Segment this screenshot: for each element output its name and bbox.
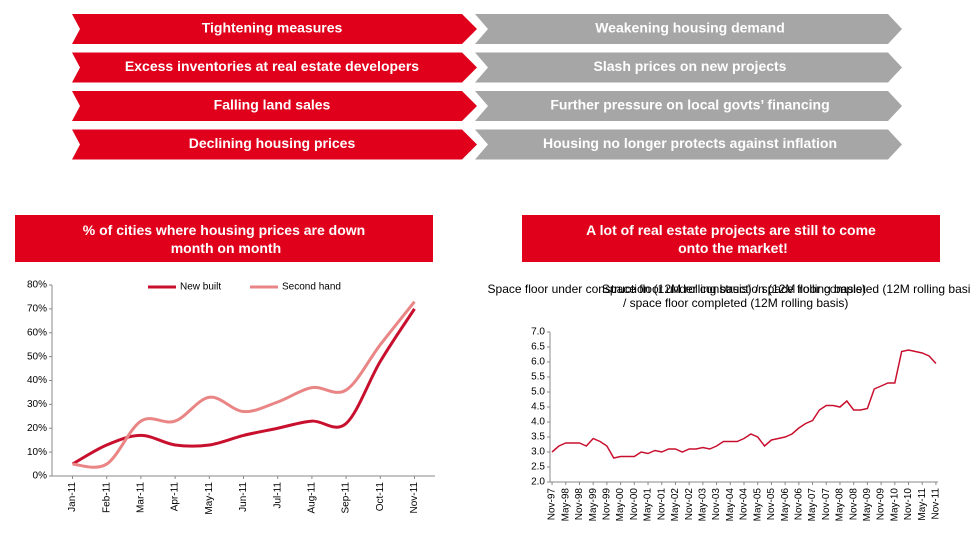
x-tick-label: Nov-02 [684,488,695,521]
y-tick-label: 5.0 [531,387,545,398]
x-tick-label: Jun-11 [238,482,249,512]
flow-label: Declining housing prices [189,135,356,151]
arrow-left [72,91,477,121]
y-tick-label: 4.5 [531,402,545,413]
x-tick-label: Nov-98 [574,488,585,521]
y-tick-label: 70% [27,304,47,315]
y-tick-label: 50% [27,351,47,362]
x-tick-label: May-00 [615,488,626,522]
y-tick-label: 60% [27,327,47,338]
y-tick-label: 3.5 [531,432,545,443]
x-tick-label: Nov-03 [711,488,722,521]
flow-label: Excess inventories at real estate develo… [125,58,419,74]
x-tick-label: Nov-05 [766,488,777,521]
y-tick-label: 6.0 [531,357,545,368]
x-tick-label: Aug-11 [307,482,318,514]
y-tick-label: 2.0 [531,477,545,488]
x-tick-label: May-98 [560,488,571,522]
x-tick-label: May-06 [780,488,791,522]
y-tick-label: 30% [27,399,47,410]
y-tick-label: 2.5 [531,462,545,473]
flow-label: Slash prices on new projects [594,58,787,74]
x-tick-label: May-99 [588,488,599,522]
flow: Tightening measures Weakening housing dem… [72,14,902,160]
x-tick-label: Nov-97 [547,488,558,521]
x-tick-label: Nov-06 [793,488,804,521]
x-tick-label: Jan-11 [67,482,78,512]
x-tick-label: May-01 [643,488,654,522]
x-tick-label: Apr-11 [170,482,181,512]
y-tick-label: 5.5 [531,372,545,383]
y-tick-label: 10% [27,447,47,458]
series-line [72,300,416,469]
flow-label: Further pressure on local govts’ financi… [550,97,829,113]
chart-title: A lot of real estate projects are still … [586,222,876,256]
legend-label: New built [180,282,221,293]
arrow-right [475,52,902,83]
x-tick-label: Nov-09 [876,488,887,521]
y-tick-label: 7.0 [531,327,545,338]
arrow-left [72,14,477,44]
x-tick-label: Nov-08 [848,488,859,521]
x-tick-label: Feb-11 [101,482,112,513]
x-tick-label: May-03 [698,488,709,522]
x-tick-label: Oct-11 [375,482,386,512]
x-tick-label: May-05 [752,488,763,522]
y-tick-label: 80% [27,280,47,291]
y-tick-label: 0% [33,471,48,482]
arrow-left [72,52,477,83]
x-tick-label: May-10 [889,488,900,522]
arrow-right [475,14,902,44]
header-box [15,215,433,262]
x-tick-label: Nov-00 [629,488,640,521]
x-tick-label: Nov-07 [821,488,832,521]
x-tick-label: Sep-11 [341,482,352,514]
x-tick-label: Nov-11 [931,488,942,520]
x-tick-label: Nov-10 [903,488,914,521]
arrow-right [475,91,902,121]
x-tick-label: May-11 [204,482,215,515]
x-tick-label: Nov-01 [656,488,667,521]
x-tick-label: May-11 [917,488,928,521]
flow-label: Weakening housing demand [595,20,785,36]
arrow-left [72,129,477,160]
arrow-right [475,129,902,160]
x-tick-label: May-08 [835,488,846,522]
x-tick-label: May-07 [807,488,818,522]
y-tick-label: 40% [27,375,47,386]
chart-subtitle: Space floor under construction (12M roll… [488,282,970,310]
x-tick-label: Nov-04 [739,488,750,521]
x-tick-label: Nov-99 [602,488,613,521]
flow-label: Tightening measures [202,20,343,36]
series-line [71,308,416,466]
x-tick-label: Jul-11 [272,482,283,509]
series-line [551,349,937,459]
y-tick-label: 4.0 [531,417,545,428]
x-tick-label: May-09 [862,488,873,522]
flow-label: Housing no longer protects against infla… [543,135,837,151]
y-tick-label: 20% [27,423,47,434]
chart-title: % of cities where housing prices are dow… [83,222,365,256]
legend-label: Second hand [282,282,341,293]
x-tick-label: May-02 [670,488,681,522]
flow-label: Falling land sales [214,97,331,113]
x-tick-label: Nov-11 [409,482,420,514]
y-tick-label: 3.0 [531,447,545,458]
header-box [522,215,940,262]
y-tick-label: 6.5 [531,342,545,353]
x-tick-label: Mar-11 [136,482,147,513]
x-tick-label: May-04 [725,488,736,522]
